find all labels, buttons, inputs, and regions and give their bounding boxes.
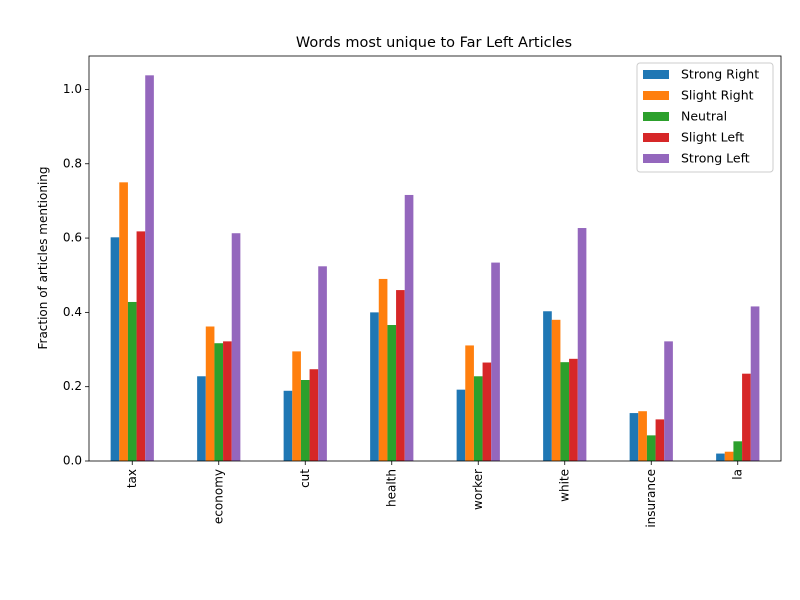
legend-label: Slight Right (681, 88, 754, 103)
bar-tax-strong-left (145, 75, 154, 461)
legend-box (636, 62, 774, 173)
bar-worker-strong-left (491, 262, 500, 461)
axes-layer: tax economy cut health worker white insurance l… (63, 55, 782, 528)
x-tick-label: health (384, 469, 398, 507)
legend-label: Strong Right (681, 67, 759, 82)
bar-worker-slight-right (465, 345, 474, 461)
chart-title: Words most unique to Far Left Articles (296, 35, 572, 51)
bar-economy-strong-right (197, 376, 206, 461)
bars-layer (110, 75, 760, 461)
y-tick-label: 0.2 (63, 379, 82, 393)
legend-label: Strong Left (681, 151, 750, 166)
bar-worker-neutral (473, 376, 483, 461)
bar-worker-slight-left (482, 362, 492, 461)
bar-health-strong-right (370, 312, 379, 461)
bar-la-slight-right (724, 451, 734, 461)
y-tick-label: 1.0 (63, 82, 82, 96)
bar-cut-neutral (300, 380, 310, 461)
bar-white-strong-right (543, 311, 552, 461)
bar-economy-neutral (214, 343, 224, 461)
x-tick-label: la (730, 469, 744, 480)
bar-tax-strong-right (110, 237, 120, 461)
legend-label: Slight Left (681, 130, 744, 145)
bar-economy-strong-left (231, 233, 241, 461)
bar-cut-slight-left (309, 369, 319, 461)
bar-la-strong-left (750, 306, 760, 461)
x-tick-label: insurance (644, 469, 658, 528)
y-tick-label: 0.8 (63, 156, 82, 170)
bar-white-slight-left (569, 358, 578, 461)
bar-economy-slight-left (223, 341, 232, 461)
legend-label: Neutral (681, 109, 727, 124)
bar-insurance-strong-right (629, 413, 639, 461)
x-tick-label: tax (125, 469, 139, 488)
bar-white-strong-left (577, 228, 587, 461)
bar-tax-slight-right (119, 182, 128, 461)
x-tick-label: economy (211, 469, 225, 524)
bar-economy-slight-right (205, 326, 215, 461)
legend: Strong Right Slight Right Neutral Slight Le… (636, 62, 774, 173)
x-tick-label: white (557, 469, 571, 502)
bar-worker-strong-right (456, 389, 466, 461)
x-tick-label: worker (471, 469, 485, 510)
bar-la-slight-left (742, 373, 751, 461)
y-tick-label: 0.4 (63, 305, 82, 319)
bar-white-slight-right (551, 319, 561, 461)
bar-la-neutral (733, 441, 743, 461)
y-axis-title: Fraction of articles mentioning (36, 166, 50, 349)
bar-insurance-strong-left (664, 341, 673, 461)
bar-cut-slight-right (292, 351, 301, 461)
plot-frame (88, 55, 782, 462)
bar-health-neutral (387, 325, 397, 461)
legend-swatch-strong-left (643, 154, 669, 163)
bar-tax-neutral (127, 301, 137, 461)
legend-swatch-slight-left (643, 133, 669, 142)
bar-insurance-slight-right (638, 411, 647, 461)
y-tick-label: 0.6 (63, 231, 82, 245)
bar-health-strong-left (404, 194, 414, 461)
legend-swatch-neutral (643, 112, 669, 121)
bar-tax-slight-left (136, 231, 146, 461)
bar-cut-strong-left (318, 266, 327, 461)
legend-swatch-strong-right (643, 70, 669, 79)
bar-insurance-neutral (646, 435, 656, 461)
bar-la-strong-right (716, 453, 725, 461)
legend-swatch-slight-right (643, 91, 669, 100)
bar-health-slight-left (396, 290, 405, 461)
bar-white-neutral (560, 362, 570, 461)
x-tick-label: cut (298, 469, 312, 488)
bar-insurance-slight-left (655, 419, 665, 461)
bar-health-slight-right (378, 278, 388, 461)
y-tick-label: 0.0 (63, 454, 82, 468)
bar-cut-strong-right (283, 390, 293, 461)
